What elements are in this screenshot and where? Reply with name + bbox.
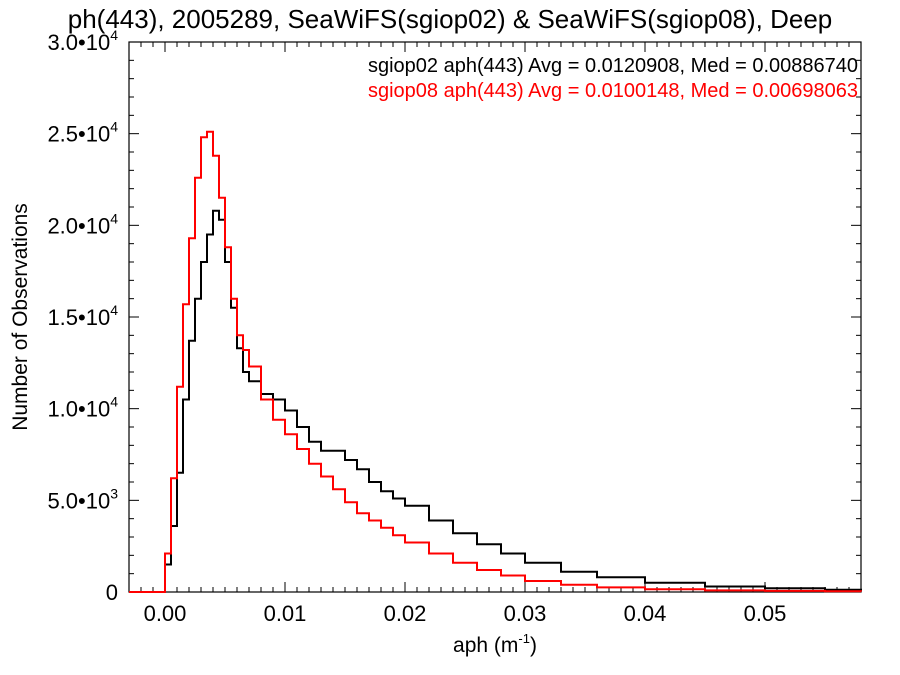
y-axis: 0 5.0•103 1.0•104 1.5•104 2.0•104 2.5•104 3.0•… <box>47 27 861 605</box>
x-axis-label-end: ) <box>530 634 537 657</box>
axes-frame <box>128 41 862 593</box>
x-tick-label: 0.03 <box>504 601 547 626</box>
x-axis: 0.00 0.01 0.02 0.03 0.04 0.05 <box>128 42 850 626</box>
y-tick-label: 2.5•104 <box>47 119 118 147</box>
y-tick-label: 2.0•104 <box>47 210 118 238</box>
x-axis-label-main: aph (m <box>453 634 518 657</box>
x-tick-label: 0.01 <box>264 601 307 626</box>
legend: sgiop02 aph(443) Avg = 0.0120908, Med = … <box>368 55 858 102</box>
x-axis-label-sup: -1 <box>518 631 530 646</box>
chart-title: ph(443), 2005289, SeaWiFS(sgiop02) & Sea… <box>68 4 833 34</box>
y-tick-label: 5.0•103 <box>47 485 118 513</box>
y-tick-label: 3.0•104 <box>47 27 118 55</box>
series-layer <box>129 130 862 593</box>
y-tick-label: 1.5•104 <box>47 302 118 330</box>
x-tick-label: 0.04 <box>624 601 667 626</box>
x-tick-label: 0.05 <box>744 601 787 626</box>
legend-entry-sgiop02: sgiop02 aph(443) Avg = 0.0120908, Med = … <box>368 55 858 77</box>
series-line-sgiop08 <box>129 130 862 593</box>
x-tick-label: 0.02 <box>384 601 427 626</box>
plot-frame <box>128 41 862 593</box>
series-line-sgiop02 <box>129 209 862 593</box>
y-axis-label: Number of Observations <box>9 203 32 431</box>
legend-entry-sgiop08: sgiop08 aph(443) Avg = 0.0100148, Med = … <box>368 80 858 102</box>
y-tick-label: 1.0•104 <box>47 394 118 422</box>
y-tick-label: 0 <box>106 580 118 605</box>
x-axis-label: aph (m-1) <box>453 631 537 657</box>
x-tick-label: 0.00 <box>144 601 187 626</box>
